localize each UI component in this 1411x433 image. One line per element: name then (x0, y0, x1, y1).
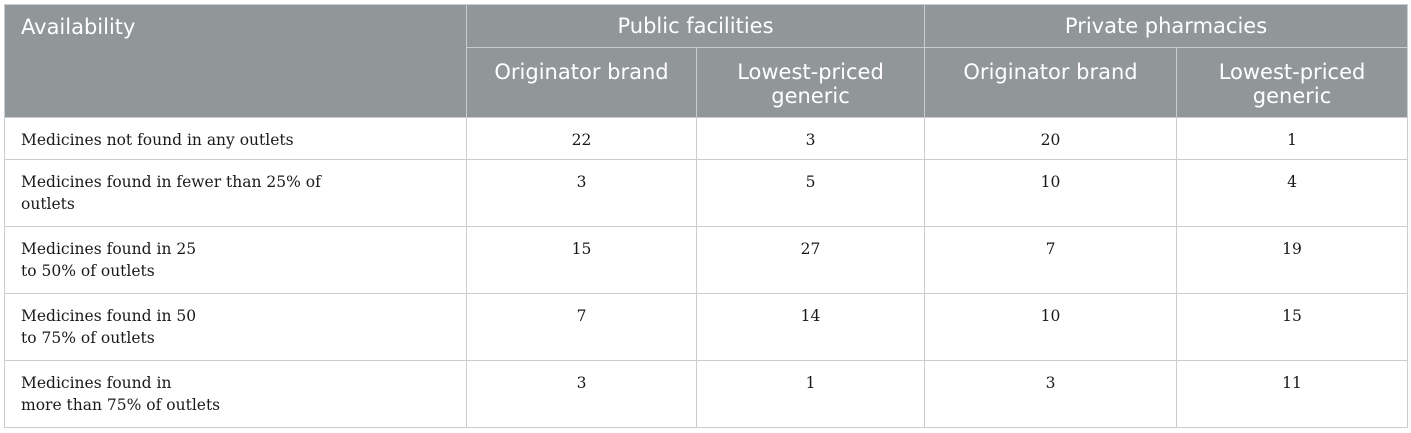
private-originator-value: 10 (924, 293, 1178, 361)
row-label-line: Medicines found in fewer than 25% of (21, 173, 321, 191)
private-originator-value: 20 (924, 117, 1178, 160)
row-label-line: to 75% of outlets (21, 329, 155, 347)
private-generic-value: 19 (1176, 226, 1409, 294)
row-label-line: to 50% of outlets (21, 262, 155, 280)
table-row: Medicines not found in any outlets 22 3 … (4, 117, 1409, 160)
public-generic-value: 3 (695, 117, 926, 160)
row-label-line: Medicines found in 25 (21, 240, 197, 258)
table-row: Medicines found in 25 to 50% of outlets 1… (4, 226, 1409, 294)
table-row: Medicines found in 50 to 75% of outlets 7… (4, 293, 1409, 361)
private-originator-brand-header: Originator brand (924, 47, 1178, 118)
public-originator-value: 3 (466, 360, 697, 428)
public-originator-value: 22 (466, 117, 697, 160)
private-generic-header-line2: generic (1252, 84, 1332, 108)
public-generic-value: 5 (695, 159, 926, 227)
row-label: Medicines found in more than 75% of outle… (4, 360, 467, 428)
table-header: Availability Public facilities Private p… (4, 4, 1409, 118)
private-generic-value: 1 (1176, 117, 1409, 160)
row-label: Medicines found in fewer than 25% of outl… (4, 159, 467, 227)
row-label: Medicines not found in any outlets (4, 117, 467, 160)
public-generic-value: 27 (695, 226, 926, 294)
public-originator-value: 7 (466, 293, 697, 361)
private-pharmacies-header: Private pharmacies (924, 4, 1409, 48)
public-originator-value: 3 (466, 159, 697, 227)
public-generic-value: 14 (695, 293, 926, 361)
private-originator-value: 10 (924, 159, 1178, 227)
private-generic-value: 15 (1176, 293, 1409, 361)
private-generic-value: 11 (1176, 360, 1409, 428)
public-generic-header-line2: generic (771, 84, 850, 108)
private-originator-value: 7 (924, 226, 1178, 294)
private-generic-value: 4 (1176, 159, 1409, 227)
public-lowest-priced-generic-header: Lowest-priced generic (695, 47, 926, 118)
row-label-line: more than 75% of outlets (21, 396, 221, 414)
row-label-line: Medicines found in (21, 374, 172, 392)
private-originator-value: 3 (924, 360, 1178, 428)
private-generic-header-line1: Lowest-priced (1218, 60, 1366, 84)
row-label-line: outlets (21, 195, 75, 213)
public-generic-header-line1: Lowest-priced (737, 60, 884, 84)
table-row: Medicines found in more than 75% of outle… (4, 360, 1409, 428)
public-facilities-header: Public facilities (465, 4, 926, 48)
row-label: Medicines found in 25 to 50% of outlets (4, 226, 467, 294)
table-body: Medicines not found in any outlets 22 3 … (4, 117, 1409, 428)
private-lowest-priced-generic-header: Lowest-priced generic (1176, 47, 1409, 118)
row-label-line: Medicines not found in any outlets (21, 131, 294, 149)
row-label: Medicines found in 50 to 75% of outlets (4, 293, 467, 361)
public-originator-value: 15 (466, 226, 697, 294)
table-row: Medicines found in fewer than 25% of outl… (4, 159, 1409, 227)
availability-table-container: Availability Public facilities Private p… (4, 4, 1409, 428)
availability-table: Availability Public facilities Private p… (4, 4, 1409, 428)
public-originator-brand-header: Originator brand (466, 47, 697, 118)
public-generic-value: 1 (695, 360, 926, 428)
row-label-line: Medicines found in 50 (21, 307, 197, 325)
availability-header: Availability (4, 4, 467, 118)
